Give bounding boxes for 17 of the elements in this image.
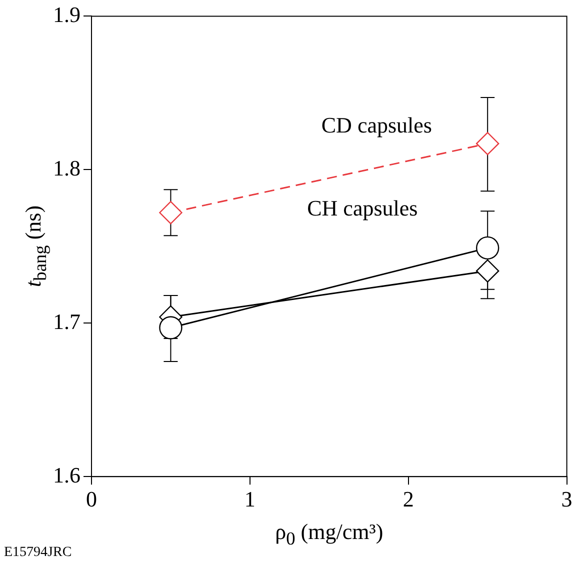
y-tick-label: 1.8 (53, 155, 80, 180)
y-tick-label: 1.7 (53, 308, 80, 334)
annotation: CH capsules (307, 195, 418, 220)
text: E15794JRC (4, 545, 72, 561)
point (159, 316, 182, 340)
x-axis-title: ρ$_{0}$ (mg/cm³) (275, 518, 384, 549)
x-tick-label: 0 (86, 486, 97, 512)
x-tick-label: 1 (244, 486, 256, 512)
annotation: CD capsules (321, 112, 432, 138)
point (476, 236, 500, 260)
point (476, 132, 500, 156)
point (159, 201, 182, 224)
y-tick-label: 1.9 (53, 2, 80, 27)
point (476, 259, 500, 283)
x-tick-label: 3 (561, 486, 572, 512)
x-tick-label: 2 (402, 486, 414, 512)
y-tick-label: 1.6 (53, 462, 80, 488)
